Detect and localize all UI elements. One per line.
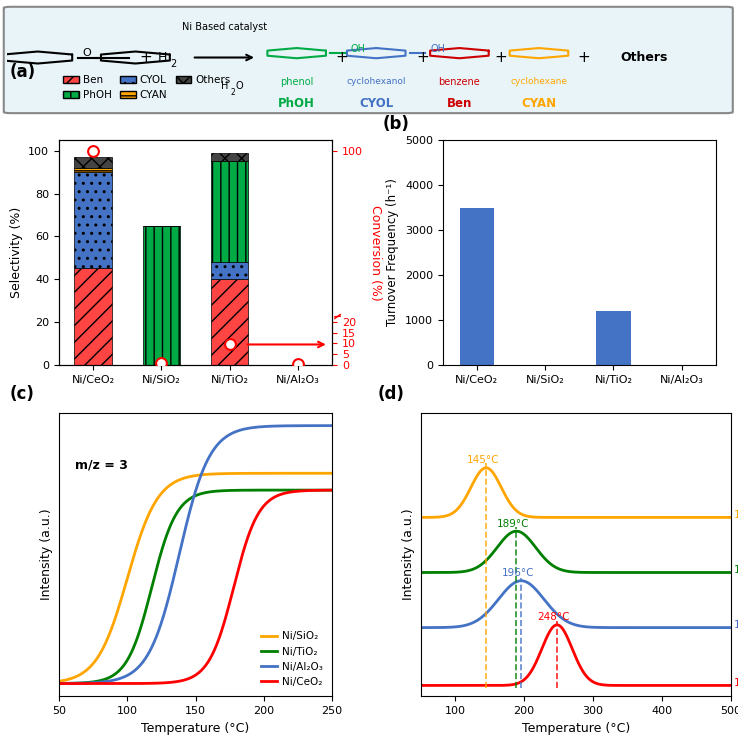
Ni/SiO₂	[184, 472, 193, 481]
Text: H: H	[158, 51, 168, 64]
Ni/SiO₂	[55, 677, 63, 685]
Legend: Ni/SiO₂, Ni/TiO₂, Ni/Al₂O₃, Ni/CeO₂: Ni/SiO₂, Ni/TiO₂, Ni/Al₂O₃, Ni/CeO₂	[257, 627, 327, 691]
Ni/CeO₂	[55, 680, 63, 688]
Text: (d): (d)	[377, 385, 404, 402]
Line: Ni/CeO₂: Ni/CeO₂	[59, 490, 332, 684]
Text: CYAN: CYAN	[522, 97, 556, 110]
Text: 248°C: 248°C	[537, 612, 570, 623]
Text: 145°C: 145°C	[466, 455, 499, 465]
Line: Ni/TiO₂: Ni/TiO₂	[59, 490, 332, 683]
Text: (a): (a)	[10, 63, 36, 81]
Ni/Al₂O₃	[278, 422, 287, 430]
Ni/Al₂O₃	[217, 436, 226, 445]
Line: Ni/Al₂O₃: Ni/Al₂O₃	[59, 426, 332, 683]
Text: 1.5-Ni/TiO₂: 1.5-Ni/TiO₂	[734, 565, 738, 575]
Bar	[211, 262, 249, 279]
Line: Ni/SiO₂: Ni/SiO₂	[59, 473, 332, 681]
Legend: Ben, PhOH, CYOL, CYAN, Others: Ben, PhOH, CYOL, CYAN, Others	[59, 71, 235, 105]
Text: 2: 2	[170, 59, 177, 69]
Y-axis label: Turnover Frequency (h⁻¹): Turnover Frequency (h⁻¹)	[387, 178, 399, 326]
Text: (c): (c)	[10, 385, 35, 402]
Text: Ni Based catalyst: Ni Based catalyst	[182, 22, 267, 32]
Text: O: O	[83, 48, 92, 58]
Y-axis label: Intensity (a.u.): Intensity (a.u.)	[402, 509, 415, 601]
Y-axis label: Selectivity (%): Selectivity (%)	[10, 207, 23, 298]
Ni/CeO₂	[184, 674, 193, 683]
Text: 189°C: 189°C	[497, 519, 529, 528]
Ni/TiO₂	[217, 486, 226, 495]
Text: O: O	[235, 81, 243, 91]
Text: benzene: benzene	[438, 77, 480, 86]
Text: H: H	[221, 81, 228, 91]
Point	[224, 338, 235, 350]
Ni/CeO₂	[202, 660, 211, 668]
Ni/TiO₂	[278, 486, 287, 495]
Ni/Al₂O₃	[321, 422, 330, 430]
Ni/Al₂O₃	[184, 511, 193, 520]
FancyBboxPatch shape	[4, 7, 733, 113]
Text: OH: OH	[351, 43, 366, 54]
Ni/SiO₂	[186, 472, 195, 481]
Ni/Al₂O₃	[202, 457, 211, 466]
Text: 2: 2	[231, 88, 235, 97]
Text: m/z = 3: m/z = 3	[75, 458, 128, 471]
Ni/TiO₂	[202, 488, 211, 497]
Ni/SiO₂	[278, 469, 287, 478]
Bar	[211, 279, 249, 365]
Text: PhOH: PhOH	[278, 97, 315, 110]
Bar	[596, 311, 630, 365]
Bar	[460, 209, 494, 365]
Text: 1.5-Ni/CeO₂: 1.5-Ni/CeO₂	[734, 678, 738, 688]
Point	[87, 145, 99, 157]
Ni/TiO₂	[55, 679, 63, 688]
Ni/TiO₂	[328, 486, 337, 495]
X-axis label: Temperature (°C): Temperature (°C)	[142, 722, 249, 735]
Ni/CeO₂	[217, 626, 226, 635]
Text: phenol: phenol	[280, 77, 314, 86]
Ni/CeO₂	[186, 674, 195, 682]
Bar	[75, 157, 112, 168]
Ni/CeO₂	[321, 486, 330, 495]
Ni/SiO₂	[202, 470, 211, 479]
Text: 1.5-Ni/SiO₂: 1.5-Ni/SiO₂	[734, 510, 738, 520]
Bar	[75, 168, 112, 172]
Text: +: +	[577, 50, 590, 65]
Ni/TiO₂	[184, 495, 193, 504]
Text: +: +	[140, 50, 153, 65]
Text: +: +	[417, 50, 430, 65]
Bar	[75, 268, 112, 365]
Ni/Al₂O₃	[55, 679, 63, 688]
Text: OH: OH	[430, 43, 445, 54]
Text: CYOL: CYOL	[359, 97, 393, 110]
Ni/SiO₂	[321, 469, 330, 478]
Point	[156, 357, 168, 368]
Point	[292, 358, 304, 370]
Ni/CeO₂	[278, 489, 287, 498]
Text: +: +	[335, 50, 348, 65]
Ni/SiO₂	[217, 469, 226, 478]
Text: cyclohexane: cyclohexane	[511, 77, 568, 86]
Y-axis label: Intensity (a.u.): Intensity (a.u.)	[41, 509, 53, 601]
Text: cyclohexanol: cyclohexanol	[346, 77, 406, 86]
Ni/Al₂O₃	[186, 505, 195, 514]
Text: 1.5-Ni/Al₂O₃: 1.5-Ni/Al₂O₃	[734, 620, 738, 630]
Bar	[211, 161, 249, 262]
Y-axis label: Conversion (%): Conversion (%)	[369, 205, 382, 300]
Ni/CeO₂	[328, 486, 337, 495]
Ni/SiO₂	[328, 469, 337, 478]
Bar	[211, 153, 249, 161]
Bar	[75, 172, 112, 268]
Text: Ben: Ben	[446, 97, 472, 110]
Text: +: +	[494, 50, 507, 65]
X-axis label: Temperature (°C): Temperature (°C)	[522, 722, 630, 735]
Ni/Al₂O₃	[328, 422, 337, 430]
Text: 196°C: 196°C	[502, 568, 534, 579]
Ni/TiO₂	[186, 494, 195, 503]
Text: (b): (b)	[383, 115, 410, 133]
Bar	[142, 226, 180, 365]
Ni/TiO₂	[321, 486, 330, 495]
Text: Others: Others	[620, 51, 667, 64]
